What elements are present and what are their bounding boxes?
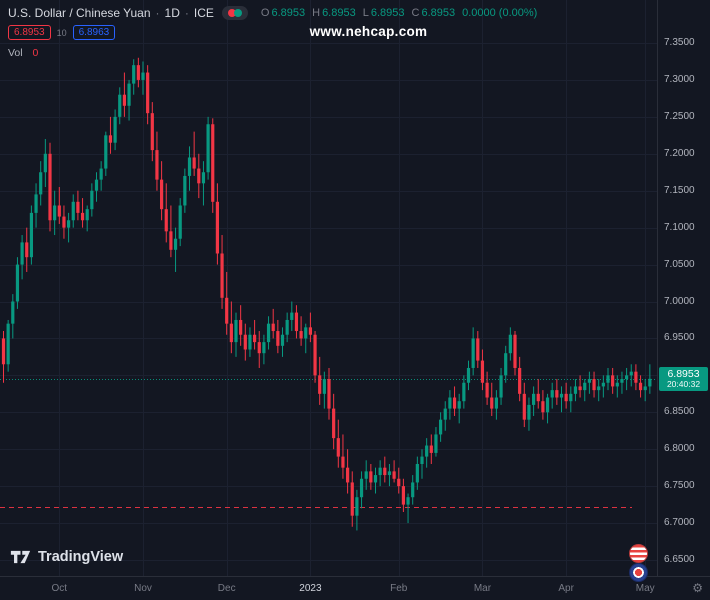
high-label: H	[312, 7, 321, 19]
price-axis-label: 7.0500	[664, 258, 695, 270]
price-axis-label: 6.9500	[664, 332, 695, 344]
close-label: C	[411, 7, 420, 19]
price-axis-label: 7.1000	[664, 221, 695, 233]
close-value: 6.8953	[421, 7, 456, 19]
last-price-badge: 6.8953 20:40:32	[659, 366, 708, 391]
bid-price-button[interactable]: 6.8953	[8, 25, 51, 40]
time-scale[interactable]: ⚙ Oct Nov Dec 2023 Feb Mar Apr May	[0, 576, 710, 600]
interval-label[interactable]: 1D	[164, 6, 180, 20]
price-axis-label: 6.7500	[664, 480, 695, 492]
price-axis-label: 6.7000	[664, 517, 695, 529]
time-axis-label: Nov	[134, 583, 152, 594]
volume-value: 0	[32, 47, 39, 59]
candlestick-chart[interactable]	[0, 0, 657, 576]
broker-badge-top-icon[interactable]	[629, 544, 648, 563]
change-value: 0.0000 (0.00%)	[462, 7, 538, 19]
spread-value: 10	[56, 27, 67, 38]
symbol-row: U.S. Dollar / Chinese Yuan · 1D · ICE O …	[8, 6, 537, 20]
time-axis-label: May	[635, 583, 655, 594]
last-price-value: 6.8953	[667, 367, 700, 380]
time-axis-label: Apr	[558, 583, 574, 594]
price-axis-label: 6.6500	[664, 554, 695, 565]
tradingview-logo-icon	[10, 550, 31, 564]
price-axis-label: 6.8000	[664, 443, 695, 455]
time-axis-label: Mar	[473, 583, 492, 594]
price-axis-label: 7.0000	[664, 295, 695, 307]
high-value: 6.8953	[322, 7, 356, 19]
settings-gear-icon[interactable]: ⚙	[692, 581, 703, 595]
price-axis-label: 7.1500	[664, 184, 695, 196]
tradingview-logo-text: TradingView	[38, 549, 124, 565]
open-label: O	[260, 7, 270, 19]
price-axis-label: 7.2000	[664, 147, 695, 159]
low-value: 6.8953	[370, 7, 405, 19]
volume-label[interactable]: Vol	[8, 47, 23, 59]
low-label: L	[362, 7, 369, 19]
price-axis-label: 7.3000	[664, 73, 695, 85]
time-axis-label: Dec	[217, 583, 236, 594]
broker-badge-bottom-icon[interactable]	[629, 563, 648, 582]
tradingview-logo[interactable]: TradingView	[10, 549, 123, 565]
time-axis-label: Feb	[390, 583, 408, 594]
time-axis-label: Oct	[51, 583, 68, 594]
volume-row: Vol 0	[8, 47, 537, 59]
exchange-label: ICE	[193, 6, 214, 20]
ohlc-readout: O 6.8953 H 6.8953 L 6.8953 C 6.8953 0.00…	[256, 7, 537, 19]
flag-teal-icon	[233, 9, 242, 17]
open-value: 6.8953	[271, 7, 306, 19]
flag-red-icon	[227, 9, 236, 17]
separator-dot: ·	[155, 6, 160, 20]
ask-price-button[interactable]: 6.8963	[72, 25, 116, 40]
price-scale[interactable]: 6.8953 20:40:32 7.3500 7.3000 7.2500 7.2000…	[657, 0, 710, 576]
price-axis-label: 6.8500	[664, 406, 695, 418]
time-axis-label: 2023	[299, 583, 322, 594]
quote-row: 6.8953 10 6.8963	[8, 25, 537, 40]
price-axis-label: 7.3500	[664, 37, 695, 48]
bar-countdown: 20:40:32	[666, 378, 701, 389]
price-axis-label: 7.2500	[664, 110, 695, 122]
watermark: www.nehcap.com	[309, 24, 428, 39]
separator-dot: ·	[184, 6, 189, 20]
instrument-flags-pill[interactable]	[221, 6, 248, 20]
symbol-name[interactable]: U.S. Dollar / Chinese Yuan	[8, 6, 151, 20]
chart-legend: U.S. Dollar / Chinese Yuan · 1D · ICE O …	[8, 6, 537, 59]
